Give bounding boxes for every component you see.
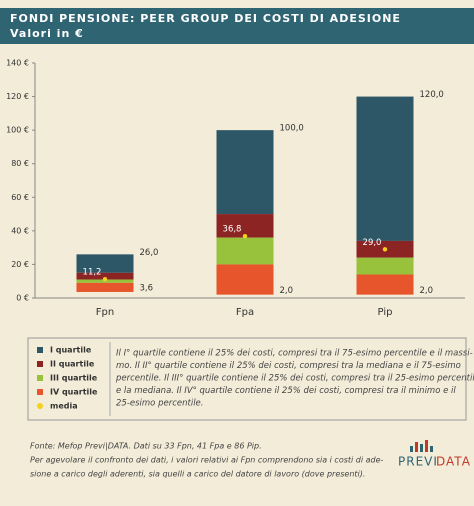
quartile-segment — [216, 237, 274, 265]
max-label: 26,0 — [140, 248, 159, 258]
logo-bar — [415, 442, 418, 452]
quartile-segment — [356, 96, 414, 241]
quartile-segment — [216, 264, 274, 295]
legend-text: Il I° quartile contiene il 25% dei costi… — [116, 349, 473, 359]
mean-dot — [242, 234, 248, 239]
y-tick-label: 80 € — [11, 159, 29, 168]
legend-label: I quartile — [50, 346, 92, 355]
logo-bar — [430, 446, 433, 452]
legend-label: IV quartile — [50, 388, 98, 397]
quartile-segment — [356, 257, 414, 275]
mean-label: 36,8 — [223, 225, 242, 235]
quartile-segment — [76, 282, 134, 292]
y-tick-label: 60 € — [11, 193, 29, 202]
y-tick-label: 0 € — [16, 294, 29, 303]
mean-dot — [382, 247, 388, 252]
quartile-segment — [216, 130, 274, 215]
footnote: sione a carico degli aderenti, sia quell… — [30, 470, 365, 479]
logo-bar — [410, 446, 413, 452]
legend-swatch — [37, 375, 43, 381]
y-tick-label: 40 € — [11, 226, 29, 235]
logo-text: DATA — [436, 455, 471, 469]
logo-text: PREVI — [398, 455, 438, 469]
logo-bar — [420, 444, 423, 452]
quartile-segment — [216, 214, 274, 238]
chart-title: FONDI PENSIONE: PEER GROUP DEI COSTI DI … — [10, 12, 401, 25]
x-tick-label: Fpa — [236, 307, 254, 318]
legend-text: e la mediana. Il IV° quartile contiene i… — [116, 386, 456, 396]
legend-label: III quartile — [50, 374, 98, 383]
min-label: 2,0 — [280, 286, 294, 296]
footnote: Per agevolare il confronto dei dati, i v… — [30, 456, 384, 465]
legend-swatch — [37, 361, 43, 367]
logo-bar — [425, 440, 428, 452]
header — [0, 8, 474, 44]
mean-label: 11,2 — [83, 268, 102, 278]
chart-subtitle: Valori in € — [10, 27, 84, 40]
y-tick-label: 100 € — [6, 126, 29, 135]
x-tick-label: Fpn — [96, 307, 114, 318]
footnote: Fonte: Mefop Previ|DATA. Dati su 33 Fpn,… — [30, 442, 262, 451]
legend-label: II quartile — [50, 360, 95, 369]
legend-text: 25-esimo percentile. — [116, 399, 203, 409]
y-tick-label: 120 € — [6, 92, 29, 101]
legend-swatch — [37, 347, 43, 353]
y-tick-label: 20 € — [11, 260, 29, 269]
mean-dot — [102, 277, 108, 282]
legend-text: percentile. Il III° quartile contiene il… — [115, 374, 474, 384]
y-tick-label: 140 € — [6, 59, 29, 68]
min-label: 3,6 — [140, 283, 154, 293]
quartile-segment — [356, 274, 414, 295]
legend-swatch — [37, 403, 43, 409]
x-tick-label: Pip — [378, 307, 393, 318]
min-label: 2,0 — [420, 286, 434, 296]
legend-label: media — [50, 402, 78, 411]
quartile-segment — [76, 272, 134, 280]
max-label: 120,0 — [420, 90, 444, 100]
legend-text: mo. Il II° quartile contiene il 25% dei … — [116, 361, 461, 371]
mean-label: 29,0 — [363, 238, 382, 248]
max-label: 100,0 — [280, 124, 304, 134]
legend-swatch — [37, 389, 43, 395]
legend-box — [27, 337, 467, 421]
quartile-segment — [76, 254, 134, 273]
